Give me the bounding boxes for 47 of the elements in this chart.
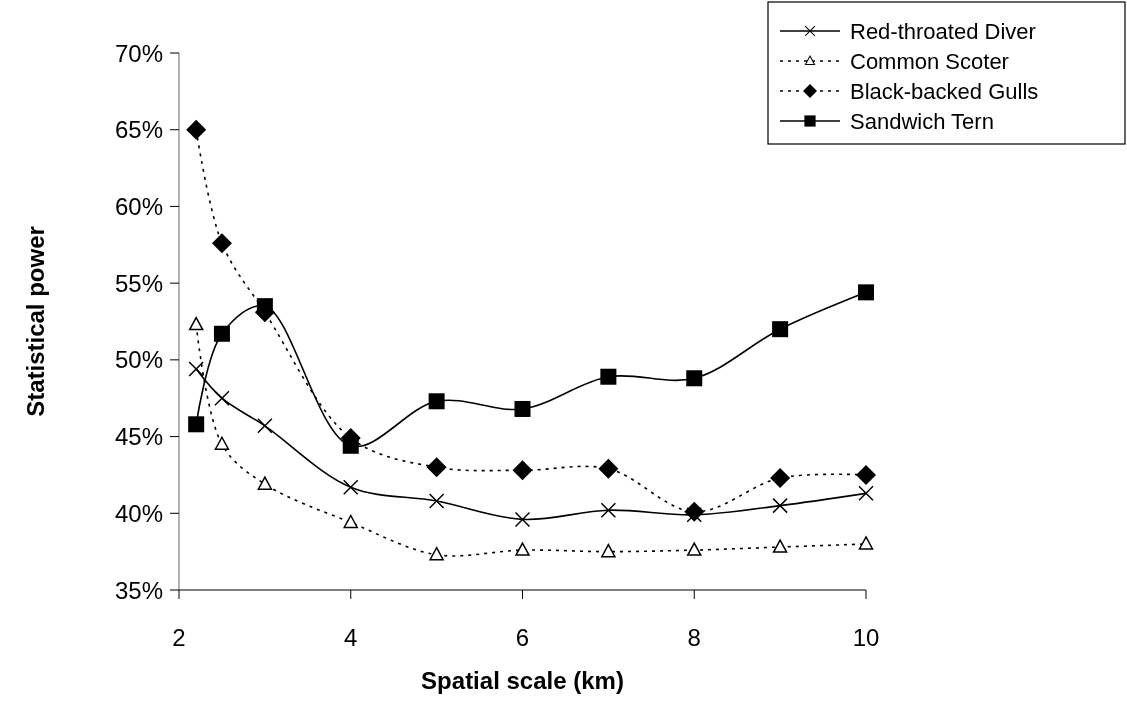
x-tick-label: 4 [344, 623, 358, 651]
x-tick-label: 6 [515, 623, 530, 651]
y-tick-label: 50% [114, 346, 163, 374]
y-tick-label: 35% [114, 576, 163, 604]
point [684, 501, 705, 522]
point [598, 458, 619, 479]
point [211, 233, 232, 254]
point [188, 416, 205, 433]
y-tick-label: 60% [114, 192, 163, 220]
point [687, 542, 702, 556]
point [512, 460, 533, 481]
y-tick-label: 45% [114, 423, 163, 451]
x-tick-label: 8 [687, 623, 701, 651]
point [772, 539, 788, 553]
point [257, 476, 273, 490]
point [256, 298, 273, 315]
x-tick-label: 10 [852, 623, 880, 651]
x-axis-title: Spatial scale (km) [421, 667, 624, 694]
point [772, 321, 789, 338]
point [429, 546, 444, 561]
point [686, 370, 703, 387]
point [856, 464, 876, 485]
point [601, 543, 616, 558]
point [214, 436, 230, 450]
y-tick-label: 40% [114, 499, 163, 527]
point [515, 542, 530, 556]
y-tick-label: 65% [114, 116, 163, 144]
point [770, 468, 791, 488]
point [188, 316, 204, 331]
point [428, 393, 445, 410]
legend-label: Black-backed Gulls [850, 78, 1039, 104]
point [186, 119, 207, 140]
y-axis-title: Statistical power [22, 226, 49, 417]
legend-label: Common Scoter [850, 48, 1009, 74]
point [514, 400, 531, 417]
point [858, 284, 874, 301]
point [342, 437, 359, 454]
y-tick-label: 70% [114, 39, 163, 67]
point [343, 514, 358, 529]
legend-label: Sandwich Tern [850, 108, 994, 134]
y-tick-label: 55% [114, 269, 163, 297]
point [858, 536, 874, 550]
point [600, 368, 617, 385]
legend-label: Red-throated Diver [850, 18, 1036, 44]
point [426, 457, 447, 478]
x-tick-label: 2 [172, 623, 186, 651]
point [213, 325, 230, 342]
